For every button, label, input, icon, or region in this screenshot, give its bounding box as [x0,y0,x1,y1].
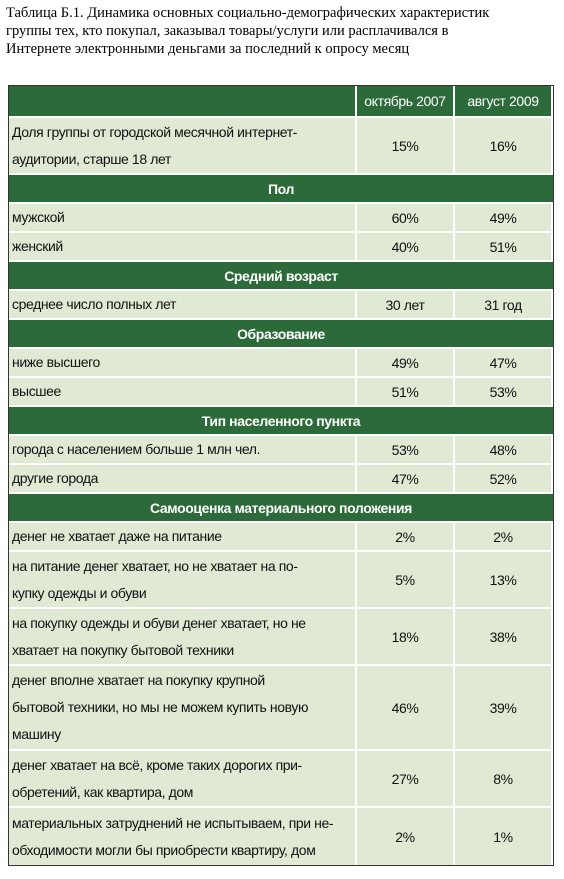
value-cell: 16% [455,118,551,173]
header-cell: август 2009 [455,86,551,116]
data-row: мужской 60% 49% [9,204,553,233]
data-row: ниже высшего 49% 47% [9,349,553,378]
data-row: Доля группы от городской месячной интерн… [9,118,553,175]
caption: Таблица Б.1. Динамика основных социально… [6,4,558,58]
value-cell: 31 год [455,291,551,318]
label-line: аудитории, старше 18 лет [12,150,171,167]
data-row: материальных затруднений не испытываем, … [9,808,553,865]
section-row: Тип населенного пункта [9,407,553,436]
value-cell: 13% [455,552,551,607]
label-line: машину [12,726,61,742]
data-row: высшее 51% 53% [9,378,553,407]
row-label: материальных затруднений не испытываем, … [9,808,357,865]
value-cell: 2% [357,523,455,550]
data-row: другие города 47% 52% [9,465,553,494]
header-row: октябрь 2007 август 2009 [9,86,553,118]
caption-line: Интернете электронными деньгами за после… [6,41,410,57]
label-line: среднее число полных лет [12,296,176,312]
value-cell: 51% [455,233,551,260]
data-row: денег не хватает даже на питание 2% 2% [9,523,553,552]
row-label: на питание денег хватает, но не хватает … [9,552,357,607]
label-line: материальных затруднений не испытываем, … [12,814,334,831]
row-label: на покупку одежды и обуви денег хватает,… [9,609,357,664]
value-cell: 5% [357,552,455,607]
label-line: денег не хватает даже на питание [12,528,222,544]
label-line: обретений, как квартира, дом [12,783,193,800]
header-cell [9,86,357,116]
value-cell: 2% [357,808,455,865]
row-label: женский [9,233,357,260]
row-label: другие города [9,465,357,492]
table: октябрь 2007 август 2009 Доля группы от го… [8,85,554,866]
label-line: купку одежды и обуви [12,584,147,601]
value-cell: 30 лет [357,291,455,318]
section-row: Самооценка материального положения [9,494,553,523]
data-row: на покупку одежды и обуви денег хватает,… [9,609,553,666]
value-cell: 39% [455,666,551,749]
value-cell: 52% [455,465,551,492]
data-row: женский 40% 51% [9,233,553,262]
label-line: Доля группы от городской месячной интерн… [12,123,298,140]
data-row: города с населением больше 1 млн чел. 53%… [9,436,553,465]
section-row: Средний возраст [9,262,553,291]
value-cell: 46% [357,666,455,749]
row-label: среднее число полных лет [9,291,357,318]
value-cell: 53% [357,436,455,463]
row-label: денег не хватает даже на питание [9,523,357,550]
data-row: среднее число полных лет 30 лет 31 год [9,291,553,320]
row-label: ниже высшего [9,349,357,376]
row-label: Доля группы от городской месячной интерн… [9,118,357,173]
data-row: денег хватает на всё, кроме таких дороги… [9,751,553,808]
value-cell: 38% [455,609,551,664]
section-row: Образование [9,320,553,349]
label-line: высшее [12,383,61,399]
value-cell: 27% [357,751,455,806]
label-line: денег вполне хватает на покупку крупной [12,672,265,688]
value-cell: 49% [455,204,551,231]
value-cell: 51% [357,378,455,405]
label-line: другие города [12,470,99,486]
label-line: мужской [12,209,65,225]
label-line: ниже высшего [12,354,100,370]
row-label: денег хватает на всё, кроме таких дороги… [9,751,357,806]
row-label: города с населением больше 1 млн чел. [9,436,357,463]
data-row: на питание денег хватает, но не хватает … [9,552,553,609]
value-cell: 49% [357,349,455,376]
value-cell: 1% [455,808,551,865]
value-cell: 53% [455,378,551,405]
section-row: Пол [9,175,553,204]
caption-line: группы тех, кто покупал, заказывал товар… [6,23,449,39]
caption-line: Таблица Б.1. Динамика основных социально… [6,5,490,21]
label-line: города с населением больше 1 млн чел. [12,441,261,457]
label-line: хватает на покупку бытовой техники [12,641,234,658]
value-cell: 48% [455,436,551,463]
label-line: бытовой техники, но мы не можем купить н… [12,699,309,715]
row-label: мужской [9,204,357,231]
value-cell: 47% [455,349,551,376]
label-line: обходимости могли бы приобрести квартиру… [12,841,316,858]
value-cell: 15% [357,118,455,173]
header-cell: октябрь 2007 [357,86,455,116]
row-label: высшее [9,378,357,405]
value-cell: 8% [455,751,551,806]
value-cell: 40% [357,233,455,260]
value-cell: 18% [357,609,455,664]
label-line: женский [12,238,63,254]
data-row: денег вполне хватает на покупку крупной б… [9,666,553,751]
value-cell: 47% [357,465,455,492]
value-cell: 60% [357,204,455,231]
label-line: на покупку одежды и обуви денег хватает,… [12,614,306,631]
label-line: денег хватает на всё, кроме таких дороги… [12,756,302,773]
label-line: на питание денег хватает, но не хватает … [12,557,298,574]
row-label: денег вполне хватает на покупку крупной б… [9,666,357,749]
value-cell: 2% [455,523,551,550]
